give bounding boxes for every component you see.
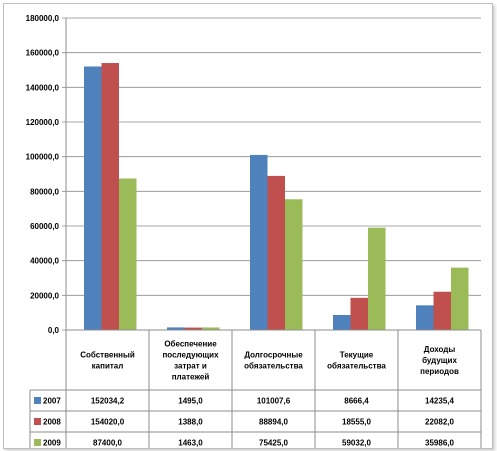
data-label: 154020,0 bbox=[91, 418, 125, 427]
category-label: Доходы bbox=[424, 345, 456, 354]
data-label: 59032,0 bbox=[342, 439, 371, 448]
data-label: 75425,0 bbox=[259, 439, 288, 448]
data-label: 18555,0 bbox=[342, 418, 371, 427]
data-label: 152034,2 bbox=[91, 397, 125, 406]
category-label: платежей bbox=[172, 373, 210, 382]
category-label: Собственный bbox=[80, 351, 135, 360]
bar-2007-2 bbox=[250, 154, 268, 330]
data-label: 101007,6 bbox=[257, 397, 291, 406]
data-label: 8666,4 bbox=[344, 397, 369, 406]
legend-label-2009: 2009 bbox=[43, 439, 61, 448]
bar-2008-3 bbox=[350, 297, 368, 330]
chart-frame: 0,0 20000,0 40000,0 60000,0 80000,0 100000,0 1… bbox=[3, 3, 493, 449]
data-label: 35986,0 bbox=[425, 439, 454, 448]
category-label: последующих bbox=[162, 351, 219, 360]
bar-2007-4 bbox=[416, 305, 434, 330]
data-label: 88894,0 bbox=[259, 418, 288, 427]
y-tick-label: 80000,0 bbox=[30, 187, 59, 196]
y-tick-label: 40000,0 bbox=[30, 257, 59, 266]
category-label: Текущие bbox=[340, 351, 374, 360]
legend-label-2007: 2007 bbox=[43, 397, 61, 406]
category-label: Долгосрочные bbox=[244, 351, 303, 360]
data-label: 1388,0 bbox=[178, 418, 203, 427]
category-label: Обеспечение bbox=[164, 340, 217, 349]
bar-2008-1 bbox=[184, 327, 202, 330]
bar-2007-1 bbox=[167, 327, 185, 330]
legend-key-2009 bbox=[34, 439, 41, 446]
category-label: будущих bbox=[422, 356, 457, 365]
bar-2008-2 bbox=[267, 175, 285, 330]
bar-2007-0 bbox=[84, 66, 102, 330]
y-tick-label: 20000,0 bbox=[30, 291, 59, 300]
bar-2008-0 bbox=[101, 63, 119, 330]
bar-2009-4 bbox=[451, 267, 469, 330]
y-tick-label: 120000,0 bbox=[26, 118, 60, 127]
bar-chart: 0,0 20000,0 40000,0 60000,0 80000,0 100000,0 1… bbox=[26, 14, 482, 448]
bar-2007-3 bbox=[333, 314, 351, 330]
legend-label-2008: 2008 bbox=[43, 418, 61, 427]
category-label: обязательства bbox=[244, 362, 303, 371]
y-tick-label: 100000,0 bbox=[26, 153, 60, 162]
data-label: 1463,0 bbox=[178, 439, 203, 448]
bar-2009-3 bbox=[368, 227, 386, 330]
data-label: 14235,4 bbox=[425, 397, 454, 406]
category-label: капитал bbox=[92, 362, 124, 371]
y-tick-label: 60000,0 bbox=[30, 222, 59, 231]
data-label: 87400,0 bbox=[93, 439, 122, 448]
y-tick-label: 140000,0 bbox=[26, 83, 60, 92]
y-tick-label: 160000,0 bbox=[26, 49, 60, 58]
bar-2009-2 bbox=[285, 199, 303, 330]
data-label: 22082,0 bbox=[425, 418, 454, 427]
category-label: обязательства bbox=[327, 362, 386, 371]
legend-key-2007 bbox=[34, 397, 41, 404]
legend-key-2008 bbox=[34, 418, 41, 425]
y-tick-label: 0,0 bbox=[48, 326, 60, 335]
bar-2008-4 bbox=[433, 291, 451, 330]
data-label: 1495,0 bbox=[178, 397, 203, 406]
category-label: затрат и bbox=[174, 362, 207, 371]
y-tick-label: 180000,0 bbox=[26, 14, 60, 23]
category-label: периодов bbox=[420, 367, 459, 376]
bar-2009-0 bbox=[119, 178, 137, 330]
bar-2009-1 bbox=[202, 327, 220, 330]
